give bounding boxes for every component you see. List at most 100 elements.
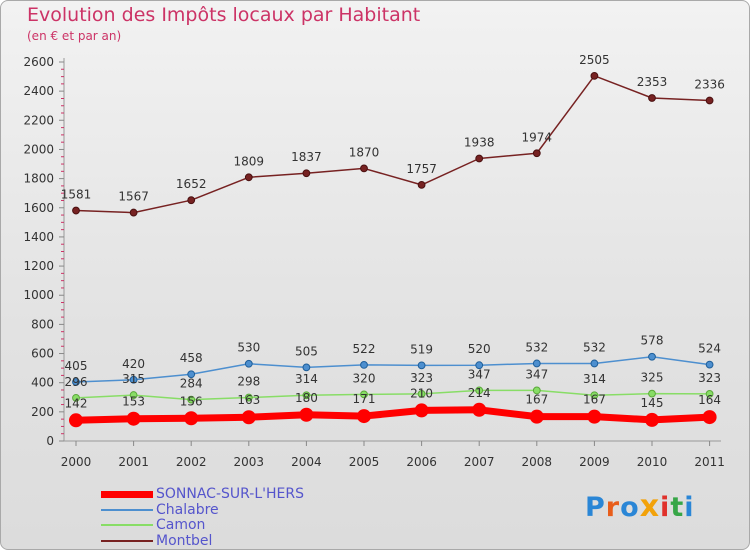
series-point-0: [702, 410, 717, 425]
data-label: 1938: [464, 135, 495, 149]
y-tick-label: 0: [46, 434, 54, 448]
data-label: 505: [295, 344, 318, 358]
series-point-0: [472, 402, 487, 417]
data-label: 347: [525, 367, 548, 381]
x-tick-label: 2004: [291, 455, 322, 469]
series-point-3: [648, 94, 656, 102]
data-label: 156: [180, 394, 203, 408]
y-tick-label: 1800: [23, 172, 54, 186]
proxiti-logo: Proxiti: [585, 489, 695, 524]
data-label: 284: [180, 377, 203, 391]
data-label: 1757: [406, 162, 437, 176]
series-point-1: [187, 370, 196, 379]
x-tick-label: 2002: [176, 455, 207, 469]
series-point-1: [417, 361, 426, 370]
series-point-1: [129, 375, 138, 384]
x-tick-label: 2003: [234, 455, 265, 469]
chart-title: Evolution des Impôts locaux par Habitant: [27, 4, 421, 26]
series-point-1: [532, 359, 541, 368]
y-tick-label: 2400: [23, 84, 54, 98]
data-label: 530: [237, 341, 260, 355]
data-label: 314: [583, 372, 606, 386]
series-point-2: [705, 390, 714, 398]
series-line-3: [75, 75, 710, 214]
legend-label: Montbel: [156, 532, 213, 549]
data-label: 296: [65, 375, 88, 389]
data-label: 320: [353, 371, 376, 385]
series-point-0: [299, 407, 314, 422]
legend-swatch: [101, 508, 153, 511]
legend-swatch: [101, 539, 153, 542]
series-point-0: [414, 403, 429, 418]
y-tick-label: 200: [31, 405, 54, 419]
data-label: 347: [468, 367, 491, 381]
series-point-2: [72, 393, 80, 402]
data-label: 142: [65, 396, 88, 410]
y-tick-label: 2600: [23, 55, 54, 69]
legend-swatch: [101, 524, 153, 526]
data-label: 145: [641, 396, 664, 410]
y-tick-label: 600: [31, 347, 54, 361]
data-label: 315: [122, 372, 145, 386]
data-label: 1581: [61, 188, 92, 202]
series-point-3: [129, 208, 138, 217]
x-tick-label: 2007: [464, 455, 495, 469]
data-label: 1837: [291, 150, 322, 164]
data-label: 298: [237, 375, 260, 389]
series-point-3: [244, 173, 253, 182]
series-point-2: [360, 390, 368, 399]
data-label: 164: [698, 393, 721, 407]
data-label: 2505: [579, 53, 610, 67]
series-point-3: [475, 154, 484, 163]
series-point-0: [357, 409, 371, 424]
series-point-3: [590, 71, 599, 80]
series-point-2: [590, 391, 599, 400]
data-label: 171: [353, 392, 376, 406]
series-point-2: [244, 393, 253, 402]
series-point-3: [360, 164, 368, 173]
data-label: 578: [641, 334, 664, 348]
series-point-3: [72, 206, 80, 215]
data-label: 323: [410, 371, 433, 385]
data-label: 323: [698, 371, 721, 385]
data-label: 210: [410, 386, 433, 400]
data-label: 1870: [349, 145, 380, 159]
y-tick-label: 1000: [23, 288, 54, 302]
series-point-1: [360, 361, 368, 369]
data-label: 458: [180, 351, 203, 365]
legend-label: SONNAC-SUR-L'HERS: [156, 486, 304, 502]
x-tick-label: 2010: [637, 455, 668, 469]
data-label: 1567: [118, 190, 149, 204]
series-point-1: [705, 360, 714, 369]
data-label: 2336: [694, 77, 725, 91]
series-point-0: [126, 411, 141, 426]
series-point-3: [532, 149, 541, 158]
data-label: 1652: [176, 177, 207, 191]
series-point-3: [417, 180, 426, 189]
data-label: 2353: [637, 75, 668, 89]
x-tick-label: 2008: [522, 455, 553, 469]
series-point-2: [129, 391, 138, 399]
series-point-0: [241, 410, 256, 425]
series-point-2: [532, 386, 541, 395]
x-tick-label: 2011: [694, 455, 725, 469]
series-line-0: [75, 406, 710, 424]
series-point-2: [302, 391, 311, 400]
data-label: 519: [410, 342, 433, 356]
data-label: 214: [468, 386, 491, 400]
y-tick-label: 400: [31, 376, 54, 390]
y-tick-label: 1600: [23, 201, 54, 215]
chart-subtitle: (en € et par an): [27, 29, 122, 43]
x-tick-label: 2000: [61, 455, 92, 469]
x-tick-label: 2006: [406, 455, 437, 469]
series-point-1: [590, 359, 599, 368]
series-point-0: [587, 409, 602, 424]
legend-label: Camon: [156, 517, 206, 533]
series-point-3: [187, 196, 196, 205]
legend-swatch: [101, 490, 153, 498]
series-point-0: [645, 412, 659, 427]
y-tick-label: 2000: [23, 142, 54, 156]
data-label: 163: [237, 393, 260, 407]
